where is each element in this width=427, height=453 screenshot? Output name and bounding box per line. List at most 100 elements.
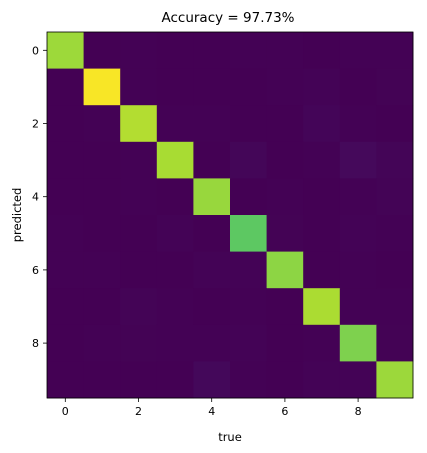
heatmap-cell (47, 68, 84, 106)
heatmap-cell (156, 215, 194, 252)
heatmap-cell (156, 141, 194, 179)
heatmap-cell (47, 215, 84, 252)
x-axis-label: true (218, 430, 242, 444)
heatmap-cell (47, 324, 84, 362)
y-tick-label: 4 (32, 191, 39, 204)
y-axis-label: predicted (10, 188, 24, 243)
x-tick-label: 2 (135, 405, 142, 418)
heatmap-cell (47, 178, 84, 216)
heatmap-cell (120, 361, 158, 399)
plot-frame (46, 31, 414, 399)
heatmap-cell (83, 105, 121, 143)
heatmap-cell (83, 141, 121, 179)
heatmap-cell (376, 324, 414, 362)
heatmap-cell (120, 288, 158, 326)
heatmap-cell (266, 288, 304, 326)
heatmap-cell (303, 141, 341, 179)
y-tick-label: 8 (32, 337, 39, 350)
heatmap-cell (193, 105, 231, 143)
heatmap-cell (120, 324, 158, 362)
heatmap-cell (230, 215, 267, 252)
x-tick-label: 0 (62, 405, 69, 418)
heatmap-cell (303, 68, 341, 106)
heatmap-cell (376, 105, 414, 143)
heatmap-cell (120, 68, 158, 106)
heatmap-cell (376, 288, 414, 326)
heatmap-cell (120, 32, 158, 69)
heatmap-cell (266, 68, 304, 106)
heatmap-cell (193, 215, 231, 252)
heatmap-cell (339, 105, 377, 143)
heatmap-cell (156, 68, 194, 106)
heatmap-cell (339, 215, 377, 252)
heatmap-cell (230, 105, 267, 143)
heatmap-cell (47, 105, 84, 143)
heatmap-cell (376, 361, 414, 399)
heatmap-cell (156, 105, 194, 143)
heatmap-cell (230, 288, 267, 326)
heatmap-cell (47, 32, 84, 69)
chart-title: Accuracy = 97.73% (161, 10, 294, 26)
heatmap-cell (230, 324, 267, 362)
heatmap-cell (193, 32, 231, 69)
heatmap-cell (376, 215, 414, 252)
heatmap-cell (339, 324, 377, 362)
x-tick-label: 6 (281, 405, 288, 418)
heatmap-cell (47, 251, 84, 289)
heatmap-cell (230, 141, 267, 179)
heatmap-cell (303, 215, 341, 252)
heatmap-cells (47, 32, 414, 399)
heatmap-cell (303, 288, 341, 326)
heatmap-cell (193, 178, 231, 216)
heatmap-cell (83, 361, 121, 399)
heatmap-cell (303, 324, 341, 362)
heatmap-cell (230, 361, 267, 399)
heatmap-cell (303, 105, 341, 143)
heatmap-cell (193, 141, 231, 179)
heatmap-cell (193, 361, 231, 399)
heatmap-cell (83, 215, 121, 252)
heatmap-cell (266, 324, 304, 362)
heatmap-cell (156, 178, 194, 216)
heatmap-cell (47, 361, 84, 399)
x-tick-label: 8 (355, 405, 362, 418)
heatmap-cell (156, 32, 194, 69)
heatmap-cell (193, 68, 231, 106)
heatmap-cell (266, 32, 304, 69)
heatmap-cell (303, 251, 341, 289)
heatmap-cell (230, 68, 267, 106)
heatmap-cell (83, 32, 121, 69)
heatmap-cell (266, 178, 304, 216)
heatmap-cell (339, 288, 377, 326)
heatmap-cell (339, 251, 377, 289)
heatmap-cell (266, 105, 304, 143)
heatmap-cell (266, 215, 304, 252)
heatmap-cell (230, 178, 267, 216)
heatmap-cell (376, 32, 414, 69)
heatmap-cell (266, 141, 304, 179)
heatmap-cell (339, 361, 377, 399)
heatmap-cell (230, 251, 267, 289)
heatmap-cell (339, 178, 377, 216)
heatmap-cell (230, 32, 267, 69)
heatmap-cell (120, 251, 158, 289)
heatmap-cell (83, 251, 121, 289)
heatmap-cell (83, 288, 121, 326)
heatmap-cell (120, 141, 158, 179)
x-axis-ticks: 0 2 4 6 8 (62, 398, 362, 418)
heatmap-cell (376, 68, 414, 106)
y-tick-label: 6 (32, 264, 39, 277)
heatmap-cell (376, 141, 414, 179)
heatmap-cell (156, 324, 194, 362)
heatmap-cell (376, 178, 414, 216)
heatmap-cell (156, 361, 194, 399)
heatmap-cell (193, 324, 231, 362)
heatmap-cell (303, 32, 341, 69)
heatmap-cell (47, 141, 84, 179)
heatmap-cell (83, 68, 121, 106)
heatmap-cell (120, 105, 158, 143)
heatmap-cell (376, 251, 414, 289)
heatmap-cell (156, 288, 194, 326)
y-tick-label: 0 (32, 44, 39, 57)
